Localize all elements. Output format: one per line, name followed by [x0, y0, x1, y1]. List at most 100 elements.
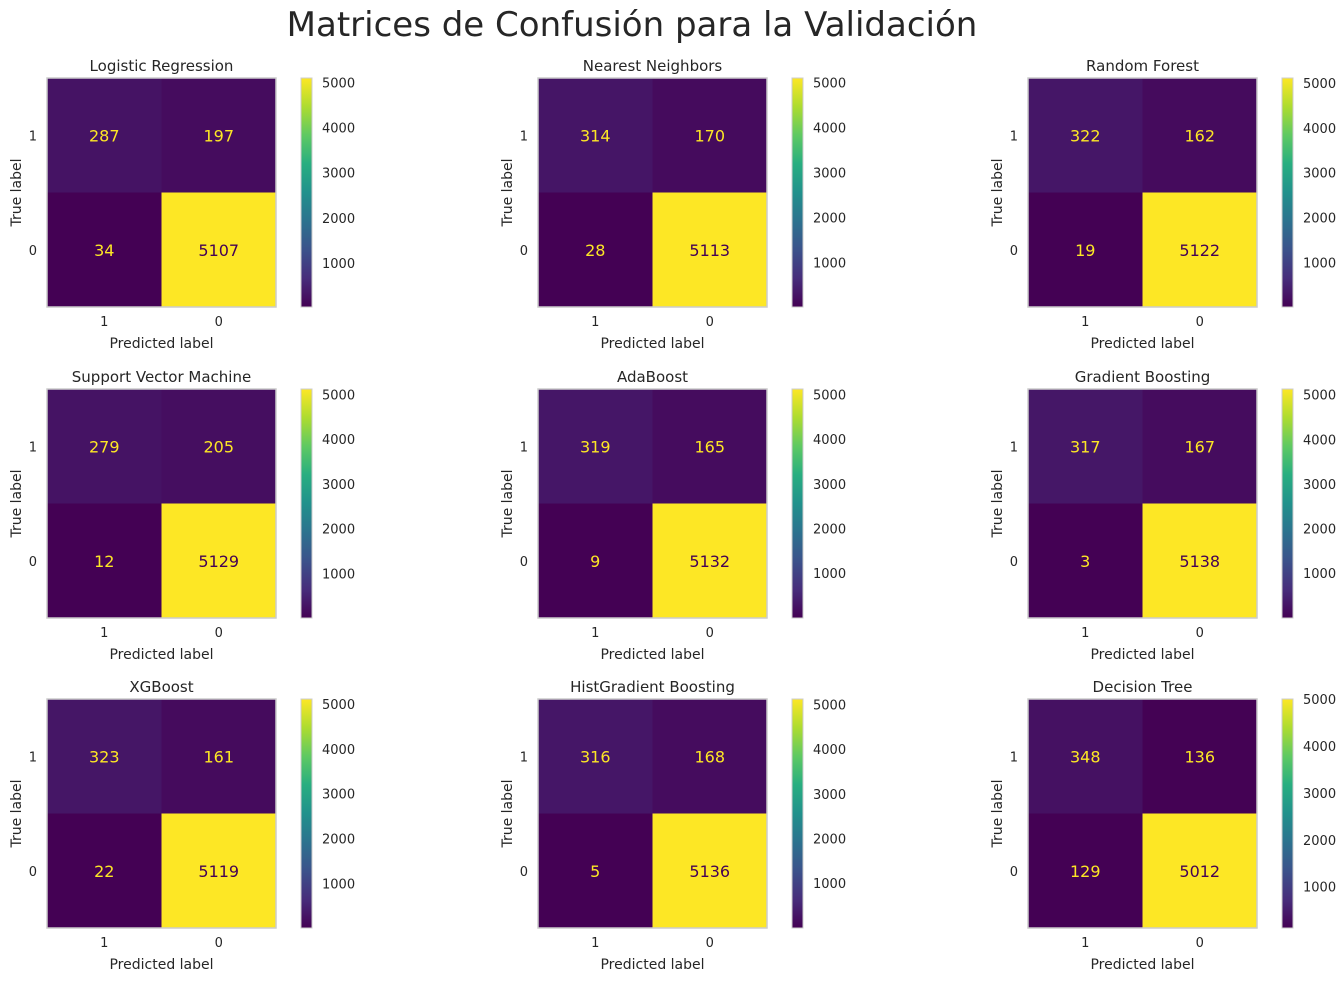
colorbar-frame: [791, 388, 804, 619]
matrix-cell: [47, 78, 162, 193]
matrix-cell: [1028, 389, 1143, 504]
cell-value-label: 136: [1184, 747, 1215, 766]
colorbar-tick-label: 4000: [813, 743, 846, 758]
colorbar-tick-label: 2000: [322, 833, 355, 848]
cell-value-label: 205: [203, 437, 234, 456]
cell-value-label: 28: [585, 241, 605, 260]
panel-title: Logistic Regression: [90, 57, 234, 75]
x-tick-label: 0: [215, 315, 223, 330]
colorbar-tick-label: 5000: [1303, 693, 1336, 708]
y-axis-label: True label: [9, 158, 25, 227]
colorbar-tick-label: 4000: [1303, 433, 1336, 448]
y-tick-label: 0: [1010, 865, 1018, 880]
matrix-cell: [1142, 699, 1257, 814]
cell-value-label: 22: [94, 862, 114, 881]
y-axis-label: True label: [990, 158, 1006, 227]
cell-value-label: 167: [1184, 437, 1215, 456]
y-tick-label: 0: [29, 244, 37, 259]
colorbar-tick-label: 4000: [813, 433, 846, 448]
cell-value-label: 287: [89, 126, 120, 145]
cell-value-label: 5012: [1179, 862, 1220, 881]
matrix-cell: [161, 78, 276, 193]
matrix-cell: [1028, 192, 1143, 307]
matrix-cell: [1028, 699, 1143, 814]
y-tick-label: 1: [29, 750, 37, 765]
colorbar-frame: [300, 77, 313, 308]
x-tick-label: 0: [706, 626, 714, 641]
colorbar-tick-label: 1000: [813, 877, 846, 892]
matrix-cell: [652, 389, 767, 504]
colorbar-tick-label: 5000: [813, 77, 846, 92]
y-axis-label: True label: [9, 469, 25, 538]
matrix-cell: [1142, 192, 1257, 307]
cell-value-label: 168: [694, 747, 725, 766]
colorbar-tick-label: 4000: [813, 122, 846, 137]
y-tick-label: 1: [1010, 750, 1018, 765]
colorbar-tick-label: 1000: [322, 567, 355, 582]
matrix-cell: [161, 699, 276, 814]
cell-value-label: 19: [1075, 241, 1095, 260]
matrix-cell: [538, 389, 653, 504]
y-axis-label: True label: [9, 779, 25, 848]
panel-title: Random Forest: [1086, 57, 1199, 75]
cell-value-label: 197: [203, 126, 234, 145]
matrix-cell: [47, 503, 162, 618]
figure-title: Matrices de Confusión para la Validación: [287, 5, 978, 45]
matrix-cell: [538, 503, 653, 618]
cell-value-label: 162: [1184, 126, 1215, 145]
colorbar-tick-label: 2000: [1303, 212, 1336, 227]
y-axis-label: True label: [500, 779, 516, 848]
x-axis-label: Predicted label: [1090, 647, 1194, 663]
colorbar-tick-label: 1000: [1303, 256, 1336, 271]
colorbar: [792, 78, 803, 307]
axes-frame: [1027, 388, 1258, 619]
cell-value-label: 279: [89, 437, 120, 456]
y-axis-label: True label: [990, 779, 1006, 848]
cell-value-label: 5138: [1179, 552, 1220, 571]
x-tick-label: 1: [1081, 936, 1089, 951]
colorbar-tick-label: 5000: [813, 388, 846, 403]
matrix-cell: [1028, 813, 1143, 928]
x-tick-label: 1: [100, 936, 108, 951]
colorbar: [301, 699, 312, 928]
y-tick-label: 0: [1010, 244, 1018, 259]
y-axis-label: True label: [990, 469, 1006, 538]
colorbar-tick-label: 3000: [813, 167, 846, 182]
colorbar-tick-label: 1000: [813, 567, 846, 582]
x-tick-label: 1: [591, 936, 599, 951]
matrix-cell: [538, 699, 653, 814]
y-tick-label: 1: [29, 440, 37, 455]
x-axis-label: Predicted label: [1090, 957, 1194, 973]
cell-value-label: 314: [580, 126, 611, 145]
matrix-cell: [161, 389, 276, 504]
y-tick-label: 0: [29, 865, 37, 880]
x-tick-label: 0: [1196, 626, 1204, 641]
cell-value-label: 161: [203, 747, 234, 766]
x-axis-label: Predicted label: [109, 647, 213, 663]
panel-title: Decision Tree: [1093, 678, 1193, 696]
matrix-cell: [652, 78, 767, 193]
colorbar-tick-label: 5000: [813, 699, 846, 714]
colorbar-tick-label: 3000: [813, 478, 846, 493]
x-axis-label: Predicted label: [109, 957, 213, 973]
cell-value-label: 165: [694, 437, 725, 456]
panel-title: XGBoost: [129, 678, 193, 696]
colorbar-tick-label: 4000: [322, 121, 355, 136]
colorbar-tick-label: 3000: [322, 788, 355, 803]
matrix-cell: [538, 78, 653, 193]
colorbar-tick-label: 3000: [1303, 478, 1336, 493]
y-tick-label: 0: [29, 555, 37, 570]
axes-frame: [1027, 698, 1258, 929]
axes-frame: [537, 388, 768, 619]
x-tick-label: 1: [1081, 626, 1089, 641]
y-axis-label: True label: [500, 158, 516, 227]
x-axis-label: Predicted label: [600, 647, 704, 663]
cell-value-label: 3: [1080, 552, 1090, 571]
colorbar-tick-label: 1000: [1303, 567, 1336, 582]
cell-value-label: 5107: [198, 241, 239, 260]
colorbar-frame: [300, 698, 313, 929]
colorbar: [1282, 389, 1293, 618]
